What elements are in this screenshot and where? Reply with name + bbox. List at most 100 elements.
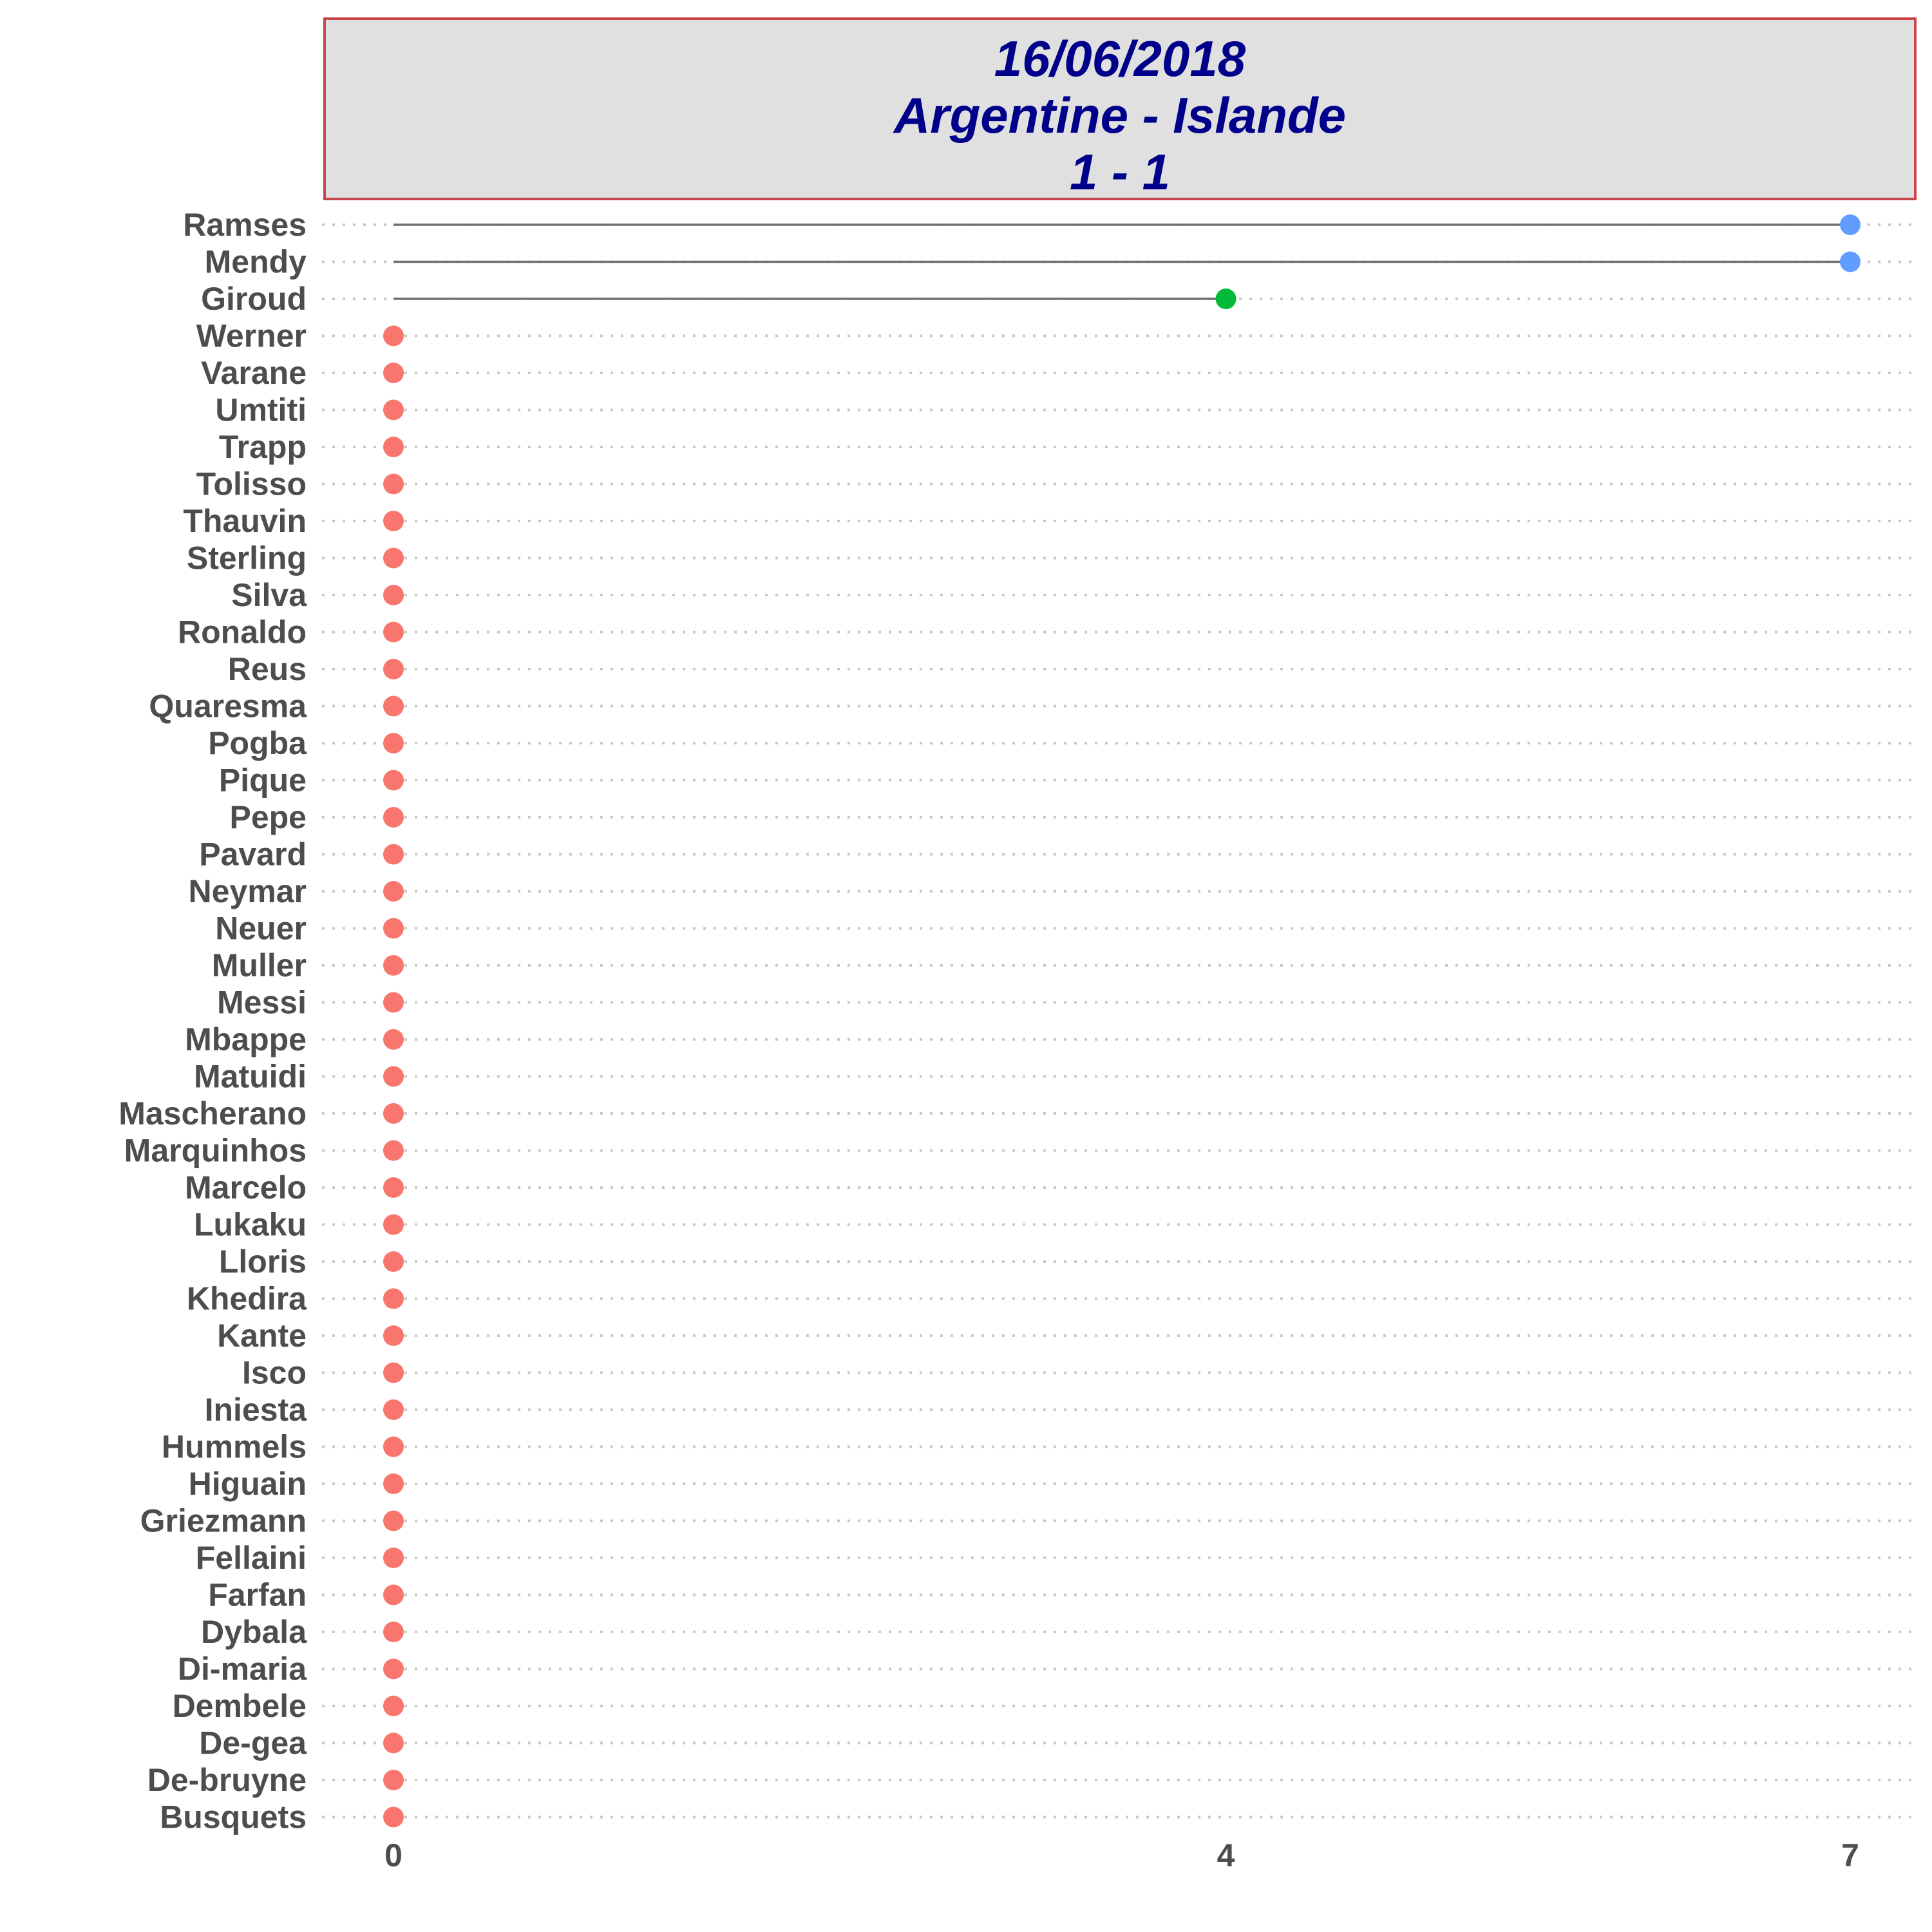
point-lloris (383, 1251, 404, 1272)
point-dybala (383, 1622, 404, 1642)
point-mbappe (383, 1029, 404, 1050)
y-label-ramses: Ramses (183, 207, 307, 243)
y-label-reus: Reus (228, 651, 307, 687)
point-pepe (383, 807, 404, 828)
point-busquets (383, 1806, 404, 1828)
point-werner (383, 325, 404, 346)
y-label-iniesta: Iniesta (205, 1392, 308, 1428)
x-tick-4: 4 (1217, 1837, 1235, 1873)
point-pavard (383, 844, 404, 865)
y-label-pavard: Pavard (199, 837, 307, 873)
y-label-neymar: Neymar (189, 873, 307, 909)
grid-lines (322, 223, 1917, 1819)
y-label-ronaldo: Ronaldo (178, 614, 307, 650)
point-isco (383, 1362, 404, 1383)
point-tolisso (383, 473, 404, 495)
point-muller (383, 955, 404, 976)
y-label-trapp: Trapp (219, 429, 307, 465)
point-mendy (1840, 251, 1861, 272)
x-tick-0: 0 (384, 1837, 402, 1873)
y-label-mascherano: Mascherano (118, 1095, 307, 1132)
point-hummels (383, 1436, 404, 1457)
y-label-de-bruyne: De-bruyne (147, 1762, 307, 1798)
y-label-silva: Silva (231, 577, 307, 613)
y-label-hummels: Hummels (162, 1429, 307, 1465)
y-label-tolisso: Tolisso (196, 466, 307, 502)
y-label-isco: Isco (242, 1355, 307, 1391)
point-de-gea (383, 1732, 404, 1754)
point-varane (383, 363, 404, 383)
stems (393, 223, 1850, 300)
point-ramses (1840, 214, 1861, 235)
point-kante (383, 1325, 404, 1346)
y-label-busquets: Busquets (160, 1799, 307, 1835)
y-label-messi: Messi (217, 985, 307, 1021)
point-marcelo (383, 1177, 404, 1198)
point-sterling (383, 547, 404, 569)
points (383, 214, 1861, 1828)
y-label-pogba: Pogba (208, 725, 307, 761)
y-label-marcelo: Marcelo (185, 1170, 307, 1206)
point-thauvin (383, 511, 404, 531)
title-score: 1 - 1 (1069, 144, 1171, 200)
point-neuer (383, 918, 404, 939)
point-quaresma (383, 696, 404, 717)
x-tick-7: 7 (1841, 1837, 1859, 1873)
y-label-de-gea: De-gea (199, 1725, 307, 1761)
point-matuidi (383, 1066, 404, 1087)
y-label-fellaini: Fellaini (196, 1540, 307, 1576)
y-label-quaresma: Quaresma (149, 688, 307, 724)
point-neymar (383, 881, 404, 902)
y-label-sterling: Sterling (187, 540, 307, 576)
title-date: 16/06/2018 (994, 30, 1246, 87)
y-label-mendy: Mendy (205, 244, 307, 280)
point-reus (383, 659, 404, 679)
y-label-lukaku: Lukaku (194, 1207, 307, 1243)
x-axis-ticks: 0 4 7 (384, 1837, 1859, 1873)
y-label-farfan: Farfan (208, 1577, 307, 1613)
point-trapp (383, 437, 404, 457)
point-farfan (383, 1584, 404, 1605)
point-de-bruyne (383, 1770, 404, 1790)
y-axis-labels: RamsesMendyGiroudWernerVaraneUmtitiTrapp… (118, 207, 307, 1835)
y-label-marquinhos: Marquinhos (124, 1133, 307, 1169)
point-di-maria (383, 1658, 404, 1680)
point-pogba (383, 733, 404, 753)
y-label-kante: Kante (217, 1318, 307, 1354)
y-label-muller: Muller (212, 947, 307, 983)
y-label-khedira: Khedira (187, 1281, 307, 1317)
point-marquinhos (383, 1140, 404, 1161)
y-label-giroud: Giroud (201, 281, 307, 317)
point-fellaini (383, 1548, 404, 1568)
y-label-umtiti: Umtiti (215, 392, 307, 428)
point-dembele (383, 1696, 404, 1716)
point-iniesta (383, 1399, 404, 1420)
y-label-lloris: Lloris (219, 1244, 307, 1280)
y-label-werner: Werner (196, 318, 307, 354)
y-label-pique: Pique (219, 762, 307, 799)
y-label-thauvin: Thauvin (183, 503, 307, 539)
point-giroud (1215, 289, 1236, 309)
point-khedira (383, 1288, 404, 1309)
y-label-mbappe: Mbappe (185, 1021, 307, 1057)
title-match: Argentine - Islande (893, 87, 1347, 144)
point-mascherano (383, 1103, 404, 1124)
y-label-varane: Varane (201, 355, 307, 391)
y-label-dybala: Dybala (201, 1614, 307, 1650)
y-label-higuain: Higuain (189, 1466, 307, 1502)
point-silva (383, 585, 404, 605)
y-label-neuer: Neuer (215, 911, 307, 947)
point-pique (383, 770, 404, 791)
point-higuain (383, 1473, 404, 1494)
title-strip: 16/06/2018 Argentine - Islande 1 - 1 (323, 17, 1917, 200)
point-umtiti (383, 399, 404, 421)
point-messi (383, 992, 404, 1013)
y-label-matuidi: Matuidi (194, 1059, 307, 1095)
y-label-griezmann: Griezmann (140, 1503, 307, 1539)
y-label-di-maria: Di-maria (178, 1651, 307, 1687)
point-griezmann (383, 1510, 404, 1531)
point-ronaldo (383, 621, 404, 643)
y-label-dembele: Dembele (173, 1688, 307, 1724)
point-lukaku (383, 1214, 404, 1235)
